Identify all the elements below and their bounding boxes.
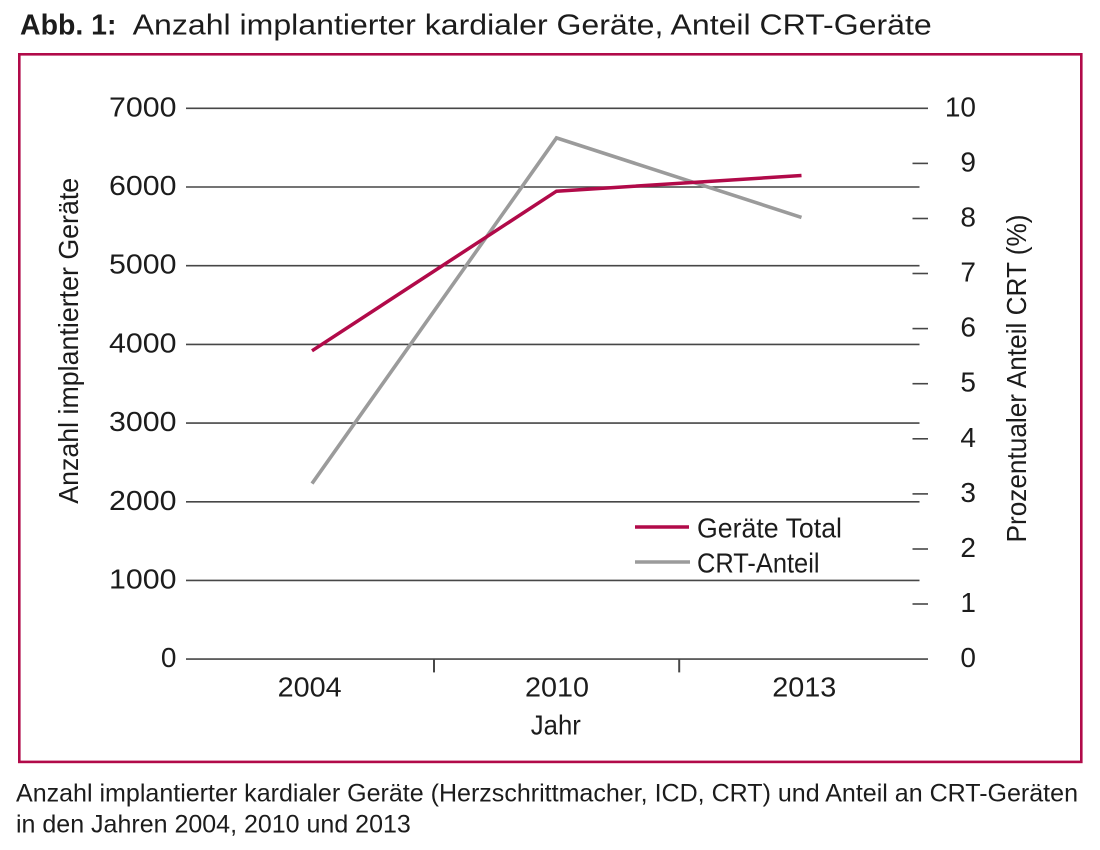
svg-text:Jahr: Jahr: [531, 709, 581, 740]
svg-text:7000: 7000: [109, 91, 177, 122]
svg-text:6: 6: [960, 312, 976, 343]
svg-text:7: 7: [960, 257, 976, 288]
svg-text:Prozentualer Anteil CRT (%): Prozentualer Anteil CRT (%): [1001, 215, 1032, 543]
svg-text:CRT-Anteil: CRT-Anteil: [697, 547, 820, 578]
svg-text:6000: 6000: [109, 170, 177, 201]
svg-text:8: 8: [960, 202, 976, 233]
svg-text:Anzahl implantierter kardialer: Anzahl implantierter kardialer Geräte (H…: [16, 780, 1078, 808]
svg-text:5000: 5000: [109, 249, 177, 280]
svg-text:Anzahl implantierter kardialer: Anzahl implantierter kardialer Geräte, A…: [133, 10, 932, 42]
svg-text:0: 0: [161, 642, 177, 673]
svg-text:Abb. 1:: Abb. 1:: [20, 10, 117, 42]
svg-text:5: 5: [960, 367, 976, 398]
svg-text:1: 1: [960, 587, 976, 618]
svg-text:4000: 4000: [109, 327, 177, 358]
svg-text:3: 3: [960, 477, 976, 508]
svg-text:0: 0: [960, 642, 976, 673]
svg-text:Geräte Total: Geräte Total: [697, 512, 842, 543]
svg-text:9: 9: [960, 146, 976, 177]
svg-text:2010: 2010: [525, 671, 589, 702]
svg-text:1000: 1000: [109, 563, 177, 594]
svg-text:Anzahl implantierter Geräte: Anzahl implantierter Geräte: [53, 178, 84, 504]
svg-text:2: 2: [960, 532, 976, 563]
svg-text:4: 4: [960, 422, 976, 453]
svg-text:2004: 2004: [278, 671, 342, 702]
svg-text:10: 10: [945, 91, 976, 122]
svg-text:2013: 2013: [772, 671, 836, 702]
svg-text:2000: 2000: [109, 485, 177, 516]
svg-text:in den Jahren 2004, 2010 und 2: in den Jahren 2004, 2010 und 2013: [16, 811, 411, 839]
svg-text:3000: 3000: [109, 406, 177, 437]
